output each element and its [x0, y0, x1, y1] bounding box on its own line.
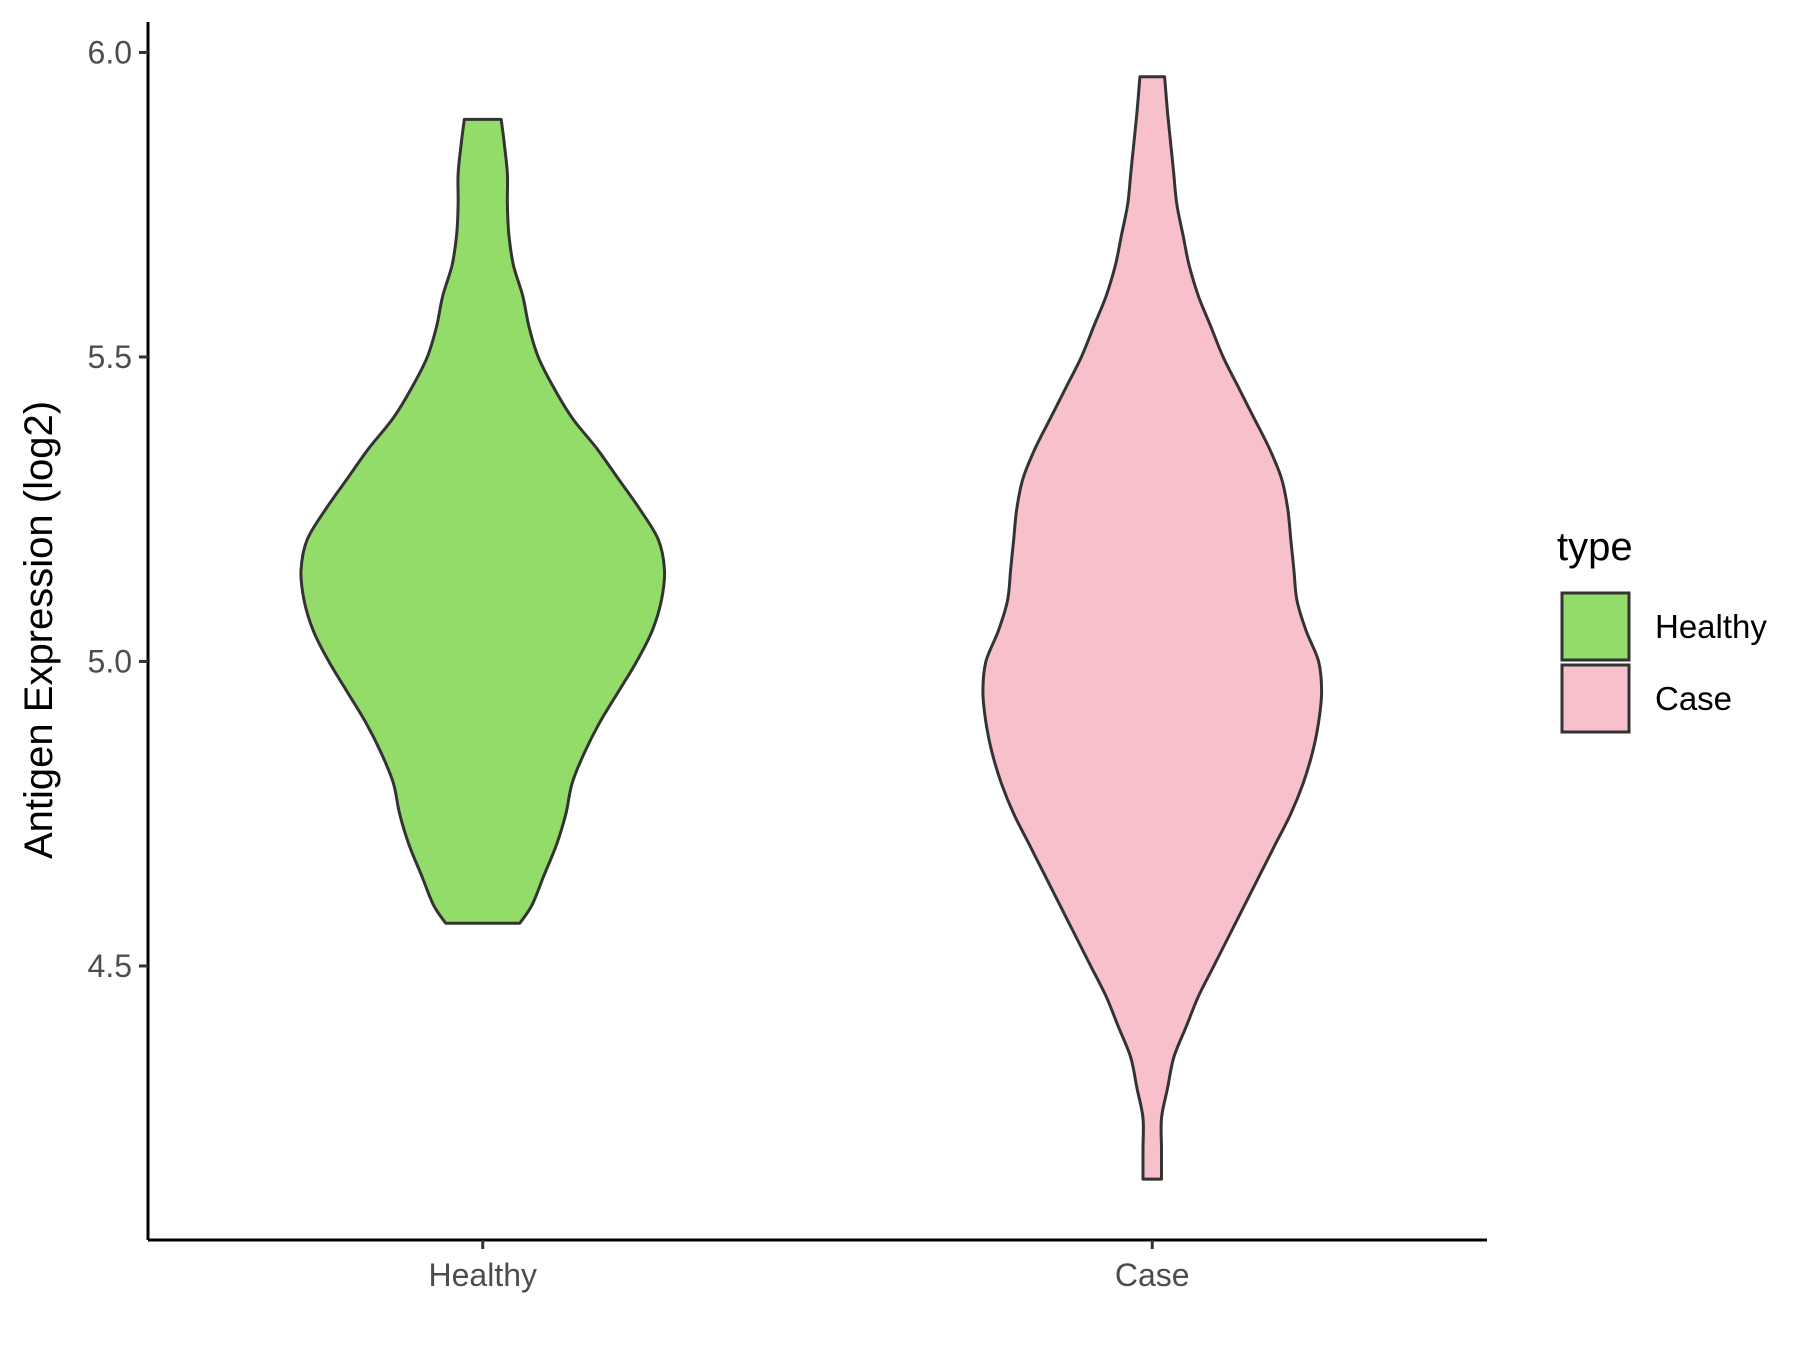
violin-case: [981, 75, 1324, 1181]
y-tick-label: 5.0: [88, 643, 132, 679]
violin-layer: [299, 75, 1324, 1181]
legend-label-case: Case: [1655, 680, 1732, 717]
y-axis-title: Antigen Expression (log2): [17, 401, 61, 859]
x-tick-label: Case: [1115, 1257, 1190, 1293]
x-tick-label: Healthy: [429, 1257, 538, 1293]
x-ticks: Healthy Case: [429, 1240, 1190, 1293]
y-ticks: 4.5 5.0 5.5 6.0: [88, 34, 148, 984]
axes-layer: [146, 22, 1487, 1242]
legend: type Healthy Case: [1557, 525, 1767, 734]
legend-title: type: [1557, 525, 1633, 569]
violin-healthy: [299, 117, 667, 925]
legend-label-healthy: Healthy: [1655, 608, 1767, 645]
y-tick-label: 5.5: [88, 339, 132, 375]
legend-key-healthy: [1560, 591, 1631, 662]
y-tick-label: 6.0: [88, 34, 132, 70]
y-tick-label: 4.5: [88, 948, 132, 984]
legend-key-case: [1560, 663, 1631, 734]
